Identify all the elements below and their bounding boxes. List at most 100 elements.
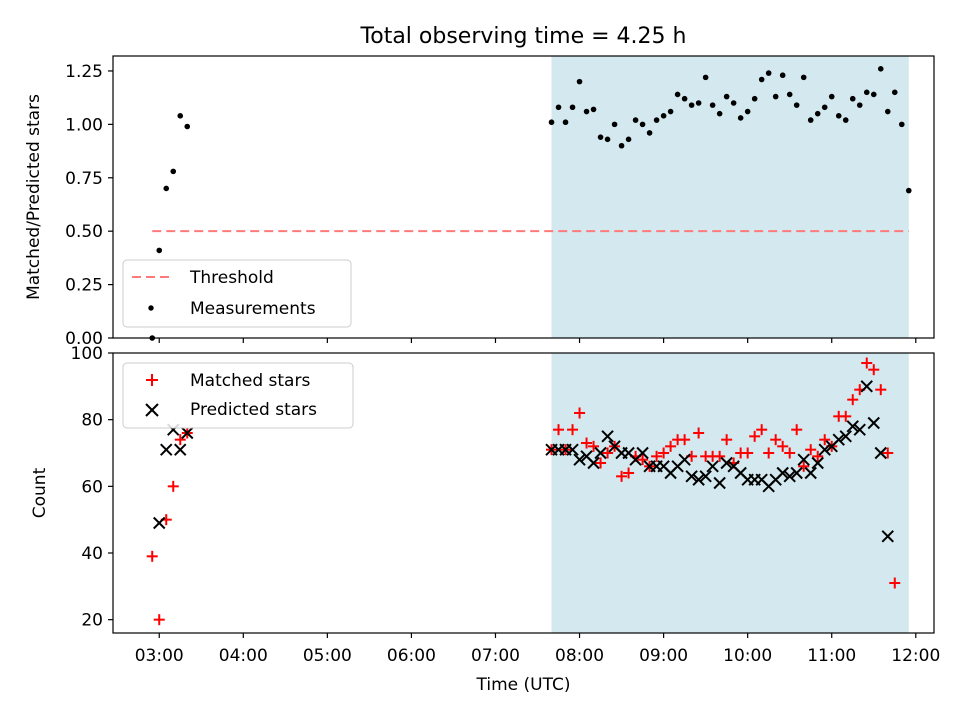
bottom-xtick-label: 11:00 <box>807 646 856 666</box>
bottom-xtick-label: 12:00 <box>891 646 940 666</box>
measurement-point <box>849 95 856 102</box>
measurement-point <box>156 247 163 254</box>
predicted-star-point <box>818 443 831 456</box>
top-panel: 0.00 0.25 0.50 0.75 1.00 1.25 Matched/Predict… <box>24 55 935 349</box>
measurement-point <box>163 185 170 192</box>
matched-star-point <box>847 394 859 406</box>
predicted-star-point <box>636 446 649 460</box>
matched-star-point <box>861 357 873 369</box>
measurement-point <box>751 95 758 102</box>
top-ytick-label: 0.75 <box>65 169 103 189</box>
measurement-point <box>765 70 772 76</box>
measurement-point <box>877 66 884 72</box>
bottom-ytick-label: 60 <box>81 477 103 497</box>
predicted-star-point <box>573 453 586 466</box>
measurement-point <box>821 104 828 111</box>
predicted-star-point <box>153 516 166 530</box>
top-ytick-label: 0.50 <box>65 222 103 242</box>
matched-star-point <box>805 444 817 456</box>
measurement-point <box>772 93 779 100</box>
bottom-ytick-label: 100 <box>71 344 103 364</box>
predicted-star-point <box>181 426 194 440</box>
predicted-star-point <box>601 430 614 443</box>
matched-star-point <box>574 407 586 419</box>
legend-predicted-swatch <box>145 403 159 417</box>
measurement-point <box>688 102 695 108</box>
measurement-point <box>632 117 639 123</box>
top-legend: Threshold Measurements <box>122 259 352 328</box>
matched-star-point <box>791 424 803 436</box>
matched-star-point <box>777 440 789 452</box>
measurement-point <box>611 121 618 128</box>
measurement-point <box>863 89 870 96</box>
top-ylabel: Matched/Predicted stars <box>24 94 44 300</box>
predicted-star-point <box>587 456 600 470</box>
matched-star-point <box>742 447 754 459</box>
bottom-ytick-label: 80 <box>81 411 103 431</box>
matched-star-point <box>868 364 880 376</box>
measurement-point <box>170 168 177 175</box>
predicted-star-point <box>566 443 579 456</box>
measurement-point <box>555 104 562 111</box>
measurement-point <box>604 136 611 143</box>
matched-star-point <box>693 427 705 439</box>
measurement-point <box>674 91 681 98</box>
bottom-legend-box <box>122 362 354 429</box>
measurement-point <box>569 104 576 111</box>
bottom-legend: Matched stars Predicted stars <box>122 362 354 429</box>
matched-star-point <box>875 384 887 396</box>
measurement-point <box>898 121 905 128</box>
predicted-star-point <box>797 453 810 466</box>
measurement-point <box>597 134 604 140</box>
measurement-point <box>184 123 191 130</box>
measurement-point <box>814 110 821 117</box>
bottom-xtick-label: 10:00 <box>723 646 772 666</box>
matched-star-point <box>146 550 158 562</box>
measurement-point <box>884 108 891 115</box>
legend-matched-swatch <box>146 374 158 386</box>
measurement-point <box>723 93 730 100</box>
measurement-point <box>870 91 877 98</box>
legend-measurements-swatch <box>148 305 154 311</box>
bottom-xtick-label: 07:00 <box>471 646 520 666</box>
matched-star-point <box>637 454 649 466</box>
matched-star-point <box>553 424 565 436</box>
matched-star-point <box>616 470 628 482</box>
measurement-point <box>786 91 793 98</box>
matched-star-point <box>658 447 670 459</box>
measurement-point <box>807 117 814 123</box>
matched-star-point <box>174 434 186 446</box>
matched-star-point <box>714 450 726 462</box>
matched-star-point <box>770 434 782 446</box>
matched-star-point <box>623 467 635 479</box>
predicted-star-point <box>860 380 873 393</box>
predicted-star-point <box>867 416 880 430</box>
measurement-point <box>779 72 786 79</box>
matched-star-point <box>882 447 894 459</box>
top-ytick-label: 0.00 <box>65 329 103 349</box>
measurement-point <box>576 78 583 85</box>
bottom-xtick-label: 08:00 <box>555 646 604 666</box>
legend-predicted-label: Predicted stars <box>190 400 317 420</box>
predicted-star-point <box>790 466 803 480</box>
matched-star-point <box>567 424 579 436</box>
predicted-star-point <box>678 453 691 466</box>
matched-star-point <box>812 450 824 462</box>
matched-star-point <box>651 450 663 462</box>
measurement-point <box>737 115 744 121</box>
matched-star-point <box>721 434 733 446</box>
measurement-point <box>653 117 660 123</box>
matched-star-point <box>595 457 607 469</box>
predicted-star-point <box>811 456 824 470</box>
measurement-point <box>583 108 590 115</box>
measurement-point <box>660 113 667 119</box>
measurement-point <box>891 89 898 96</box>
predicted-star-point <box>692 473 705 486</box>
measurement-point <box>730 100 737 106</box>
measurement-point <box>639 121 646 128</box>
measurement-point <box>842 117 849 123</box>
matched-star-point <box>679 434 691 446</box>
bottom-panel: 20 40 60 80 100 03:00 04:00 05:00 06:00 07:00 08:… <box>30 344 940 695</box>
top-ytick-label: 1.25 <box>65 62 103 82</box>
